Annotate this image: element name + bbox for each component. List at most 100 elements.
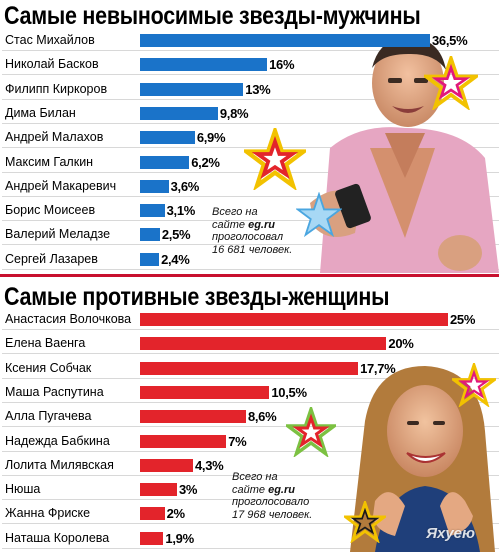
value-label: 36,5% (432, 33, 468, 48)
chart-row: Николай Басков 16% (0, 52, 499, 76)
chart-row: Жанна Фриске 2% (0, 501, 499, 525)
women-chart-title: Самые противные звезды-женщины (4, 283, 390, 311)
value-label: 13% (245, 81, 271, 97)
chart-bar (140, 483, 177, 497)
star-icon (286, 407, 336, 457)
star-icon (424, 56, 478, 110)
chart-row: Борис Моисеев 3,1% (0, 198, 499, 222)
chart-bar (140, 410, 246, 424)
chart-bar (140, 252, 160, 266)
note-text: сайте (212, 218, 249, 231)
row-separator (2, 147, 499, 149)
women-chart: Самые противные звезды-женщины Анастасия… (0, 283, 499, 552)
value-label: 2,4% (161, 251, 190, 267)
category-label: Максим Галкин (2, 152, 134, 172)
chart-bar (140, 507, 165, 521)
chart-row: Алла Пугачева 8,6% (0, 404, 499, 428)
men-chart: Самые невыносимые звезды-мужчины Стас Ми… (0, 0, 499, 273)
value-label: 3% (178, 482, 198, 498)
watermark: Яхуею (426, 525, 475, 542)
chart-row: Андрей Макаревич 3,6% (0, 174, 499, 198)
row-separator (2, 523, 499, 525)
chart-row: Маша Распутина 10,5% (0, 380, 499, 404)
category-label: Анастасия Волочкова (2, 310, 134, 329)
category-label: Елена Ваенга (2, 334, 134, 354)
note-line: сайте eg.ru (212, 219, 292, 232)
chart-bar (140, 82, 244, 96)
category-label: Нюша (2, 480, 134, 500)
row-separator (2, 426, 499, 428)
chart-bar (140, 204, 165, 218)
value-label: 25% (450, 312, 476, 327)
chart-bar (140, 458, 193, 472)
category-label: Николай Басков (2, 55, 134, 75)
value-label: 17,7% (360, 360, 396, 376)
category-label: Андрей Малахов (2, 128, 134, 148)
category-label: Ксения Собчак (2, 358, 134, 378)
chart-row: Максим Галкин 6,2% (0, 150, 499, 174)
row-separator (2, 74, 499, 76)
chart-row: Елена Ваенга 20% (0, 331, 499, 355)
site-name: eg.ru (248, 218, 275, 231)
category-label: Наташа Королева (2, 528, 134, 548)
row-separator (2, 244, 499, 246)
star-icon (452, 363, 496, 407)
category-label: Дима Билан (2, 103, 134, 123)
star-icon (296, 192, 342, 238)
chart-row: Надежда Бабкина 7% (0, 429, 499, 453)
chart-bar (140, 58, 268, 72)
category-label: Надежда Бабкина (2, 431, 134, 451)
row-separator (2, 401, 499, 403)
star-icon (344, 501, 386, 543)
chart-bar (140, 131, 195, 145)
star-icon (244, 128, 306, 190)
chart-bar (140, 313, 448, 326)
note-line: Всего на (232, 471, 278, 483)
category-label: Алла Пугачева (2, 407, 134, 427)
chart-bar (140, 361, 359, 375)
woman-photo (350, 366, 495, 552)
category-label: Стас Михайлов (2, 31, 134, 50)
chart-bar (140, 385, 270, 399)
value-label: 4,3% (194, 457, 224, 473)
row-separator (2, 122, 499, 124)
category-label: Сергей Лазарев (2, 249, 134, 269)
value-label: 3,6% (170, 178, 200, 194)
row-separator (2, 353, 499, 355)
chart-bar (140, 155, 190, 169)
value-label: 16% (269, 57, 295, 73)
category-label: Валерий Меладзе (2, 225, 134, 245)
note-line: 16 681 человек. (212, 243, 293, 256)
value-label: 8,6% (247, 409, 277, 425)
row-separator (2, 220, 499, 222)
value-label: 3,1% (166, 203, 196, 219)
chart-row: Сергей Лазарев 2,4% (0, 247, 499, 271)
row-separator (2, 377, 499, 379)
note-line: проголосовал (212, 231, 284, 243)
chart-bar (140, 179, 169, 193)
row-separator (2, 98, 499, 100)
row-separator (2, 268, 499, 270)
value-label: 2,5% (161, 227, 191, 243)
category-label: Борис Моисеев (2, 201, 134, 221)
chart-row: Андрей Малахов 6,9% (0, 125, 499, 149)
site-name: eg.ru (268, 483, 295, 496)
chart-row: Нюша 3% (0, 477, 499, 501)
chart-bar (140, 34, 430, 47)
row-separator (2, 474, 499, 476)
men-vote-note: Всего на сайте eg.ru проголосовал 16 681… (212, 206, 292, 256)
note-line: сайте eg.ru (232, 484, 312, 497)
value-label: 7% (228, 433, 247, 449)
row-separator (2, 195, 499, 197)
chart-row: Ксения Собчак 17,7% (0, 356, 499, 380)
chart-row: Филипп Киркоров 13% (0, 77, 499, 101)
row-separator (2, 499, 499, 501)
note-text: сайте (232, 483, 269, 496)
chart-row: Дима Билан 9,8% (0, 101, 499, 125)
note-line: 17 968 человек. (232, 508, 313, 521)
value-label: 10,5% (271, 384, 307, 400)
category-label: Андрей Макаревич (2, 176, 134, 196)
chart-row: Анастасия Волочкова 25% (0, 307, 499, 331)
chart-row: Наташа Королева 1,9% (0, 526, 499, 550)
chart-bar (140, 337, 387, 351)
